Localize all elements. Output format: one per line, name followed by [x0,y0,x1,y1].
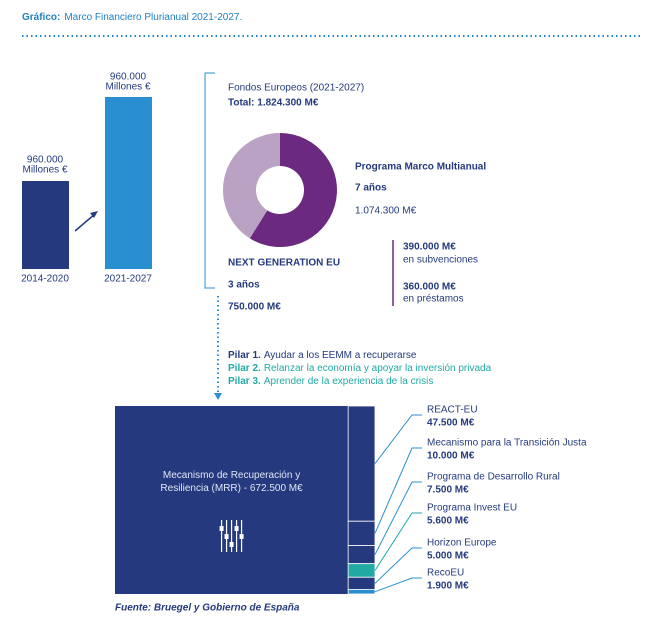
treemap-label-line: Resiliencia (MRR) - 672.500 M€ [160,483,303,494]
pillar-text: Aprender de la experiencia de la crisis [264,376,434,387]
coins-icon [270,175,290,200]
connector [374,447,422,534]
period-unit: Millones € [22,165,67,176]
treemap-label-line: Mecanismo de Recuperación y [163,470,300,481]
header: Gráfico: Marco Financiero Plurianual 2021… [22,12,242,23]
pillar: Pilar 3. Aprender de la experiencia de la… [228,376,433,387]
donut [222,133,337,247]
header-title: Marco Financiero Plurianual 2021-2027. [64,12,242,23]
treemap-cell [115,406,349,594]
treemap-value: 47.500 M€ [427,418,475,429]
connector [374,547,422,584]
arrow [74,213,96,232]
period-amount: 960.000 [110,72,147,83]
funds-title: Fondos Europeos (2021-2027) [228,83,364,94]
connector [374,577,422,593]
loans: 360.000 M€ [403,282,456,293]
treemap-cell [347,588,376,595]
icon-knob [239,534,244,539]
pillar-text: Relanzar la economía y apoyar la inversi… [264,363,492,374]
treemap-cell [347,563,376,578]
pillar: Pilar 2. Relanzar la economía y apoyar la… [228,363,492,374]
period-label: 2014-2020 [21,274,69,285]
source: Fuente: Bruegel y Gobierno de España [115,603,300,614]
treemap-cell [347,576,376,590]
treemap-name: Programa Invest EU [427,503,517,514]
mff-name: Programa Marco Multianual [355,162,486,173]
period-bar [22,181,69,269]
treemap-name: Mecanismo para la Transición Justa [427,438,587,449]
treemap-label: Mecanismo de Recuperación y Resiliencia (… [160,470,303,494]
grants-label: en subvenciones [403,255,478,266]
period-bar [105,97,152,269]
connector [374,512,422,571]
ngeu-name: NEXT GENERATION EU [228,258,340,269]
treemap-value: 7.500 M€ [427,485,469,496]
connector [374,481,422,555]
period-unit: Millones € [105,82,150,93]
pillar-name: Pilar 1. [228,350,261,361]
treemap-name: Programa de Desarrollo Rural [427,472,560,483]
treemap-name: RecoEU [427,568,464,579]
donut-slice [249,133,337,247]
mff-value: 1.074.300 M€ [355,206,417,217]
loans-label: en préstamos [403,294,464,305]
treemap: Mecanismo de Recuperación y Resiliencia (… [115,405,587,595]
treemap-value: 1.900 M€ [427,581,469,592]
arrow-head [214,393,222,400]
icon-knob [229,542,234,547]
treemap-cell [347,405,376,522]
treemap-value: 5.600 M€ [427,516,469,527]
treemap-name: Horizon Europe [427,538,497,549]
pillar-text: Ayudar a los EEMM a recuperarse [264,350,417,361]
funds-total: Total: 1.824.300 M€ [228,98,319,109]
icon-knob [234,526,239,531]
mff-years: 7 años [355,183,387,194]
treemap-value: 10.000 M€ [427,451,475,462]
ngeu-years: 3 años [228,280,260,291]
arrow-head [90,211,98,218]
icon-knob [219,526,224,531]
period-label: 2021-2027 [104,274,152,285]
pillar: Pilar 1. Ayudar a los EEMM a recuperarse [228,350,417,361]
treemap-cell [347,520,376,546]
ngeu-value: 750.000 M€ [228,302,281,313]
treemap-cell [347,545,376,565]
treemap-name: REACT-EU [427,405,478,416]
period-amount: 960.000 [27,155,64,166]
treemap-value: 5.000 M€ [427,551,469,562]
donut-slice [222,133,280,239]
connector [374,414,422,464]
grants: 390.000 M€ [403,242,456,253]
pillar-name: Pilar 2. [228,363,261,374]
pillar-name: Pilar 3. [228,376,261,387]
header-label: Gráfico: [22,12,60,23]
bracket [204,72,215,289]
icon-knob [224,534,229,539]
